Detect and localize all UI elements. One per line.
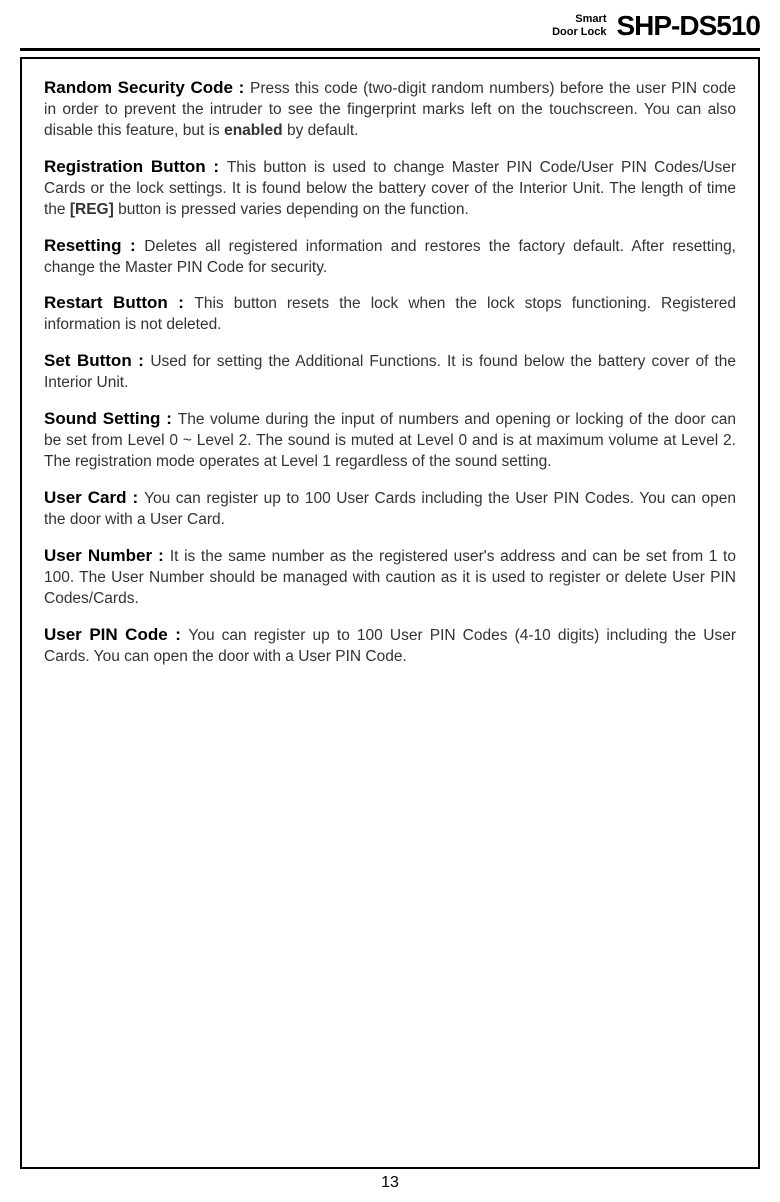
header-label-line2: Door Lock	[552, 26, 606, 39]
entry-term: User Number :	[44, 546, 170, 565]
entry-term: Resetting :	[44, 236, 144, 255]
header-divider	[20, 48, 760, 51]
entry-term: Random Security Code :	[44, 78, 250, 97]
glossary-entry: Set Button : Used for setting the Additi…	[44, 350, 736, 394]
glossary-entry: Resetting : Deletes all registered infor…	[44, 235, 736, 279]
entry-text-after: button is pressed varies depending on th…	[114, 201, 469, 218]
glossary-entry: User PIN Code : You can register up to 1…	[44, 624, 736, 668]
entry-term: User PIN Code :	[44, 625, 188, 644]
entry-bold: enabled	[224, 122, 283, 139]
header-label: Smart Door Lock	[552, 13, 606, 39]
entry-bold: [REG]	[70, 201, 114, 218]
entry-term: Restart Button :	[44, 293, 194, 312]
glossary-entry: User Card : You can register up to 100 U…	[44, 487, 736, 531]
entry-term: Sound Setting :	[44, 409, 178, 428]
glossary-entry: Random Security Code : Press this code (…	[44, 77, 736, 142]
header-model: SHP-DS510	[616, 10, 760, 42]
glossary-entries: Random Security Code : Press this code (…	[44, 77, 736, 667]
glossary-entry: Restart Button : This button resets the …	[44, 292, 736, 336]
header-label-line1: Smart	[552, 13, 606, 26]
entry-term: Set Button :	[44, 351, 150, 370]
glossary-entry: User Number : It is the same number as t…	[44, 545, 736, 610]
glossary-entry: Registration Button : This button is use…	[44, 156, 736, 221]
entry-term: User Card :	[44, 488, 144, 507]
page-number: 13	[0, 1174, 780, 1192]
entry-text-after: by default.	[283, 122, 359, 139]
entry-term: Registration Button :	[44, 157, 227, 176]
page-header: Smart Door Lock SHP-DS510	[0, 0, 780, 48]
entry-text: You can register up to 100 User Cards in…	[44, 490, 736, 528]
content-box: Random Security Code : Press this code (…	[20, 57, 760, 1169]
entry-text: Deletes all registered information and r…	[44, 238, 736, 276]
glossary-entry: Sound Setting : The volume during the in…	[44, 408, 736, 473]
